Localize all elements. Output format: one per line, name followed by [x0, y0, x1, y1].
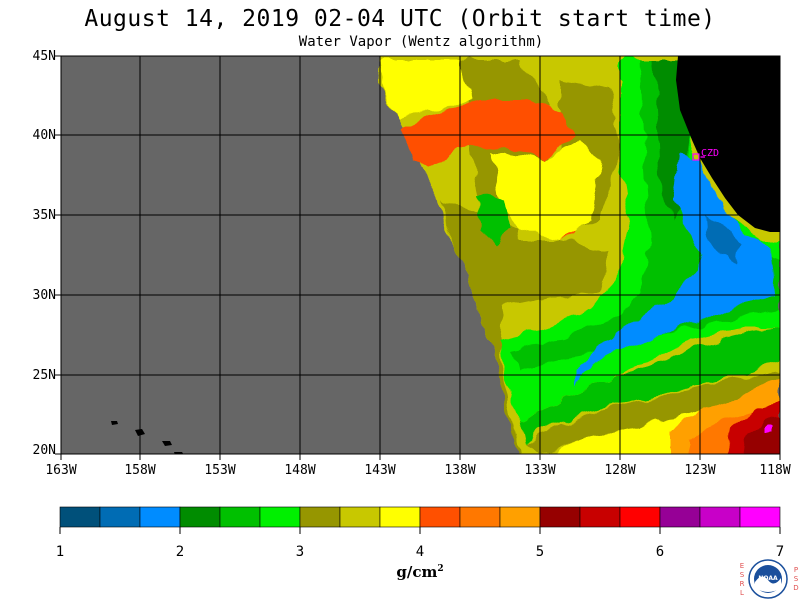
vapor-zone-magenta-fleck	[766, 427, 772, 431]
lon-label-123w: 123W	[684, 463, 716, 478]
logo-letter: P	[793, 566, 799, 574]
lon-label-128w: 128W	[604, 463, 636, 478]
colorbar-label-4: 4	[415, 544, 425, 560]
logo-letter: S	[793, 575, 799, 583]
colorbar-swatch	[539, 506, 581, 528]
colorbar-swatch	[659, 506, 701, 528]
lon-label-153w: 153W	[204, 463, 236, 478]
colorbar-label-7: 7	[775, 544, 785, 560]
colorbar-swatch	[99, 506, 141, 528]
logo-letter: S	[739, 571, 745, 579]
colorbar-ticks	[59, 527, 781, 534]
colorbar-units: g/cm2	[380, 563, 460, 581]
logo-letter: D	[793, 584, 799, 592]
vapor-zone-yellow-north	[380, 60, 470, 120]
colorbar	[59, 506, 781, 528]
colorbar-label-5: 5	[535, 544, 545, 560]
lat-label-45n: 45N	[32, 49, 56, 64]
noaa-emblem-text: NOAA	[758, 575, 778, 582]
colorbar-swatch	[259, 506, 301, 528]
map-title: August 14, 2019 02-04 UTC (Orbit start t…	[84, 6, 716, 32]
lat-lon-grid	[61, 56, 780, 454]
colorbar-swatch	[619, 506, 661, 528]
colorbar-swatch	[219, 506, 261, 528]
lat-label-20n: 20N	[32, 443, 56, 458]
lon-label-118w: 118W	[759, 463, 791, 478]
colorbar-swatch	[499, 506, 541, 528]
lat-label-25n: 25N	[32, 368, 56, 383]
colorbar-label-6: 6	[655, 544, 665, 560]
hawaii-island-kauai	[111, 421, 118, 425]
vapor-zone-deepblue-coast	[705, 215, 740, 265]
lon-label-138w: 138W	[444, 463, 476, 478]
colorbar-swatch	[339, 506, 381, 528]
lon-label-158w: 158W	[124, 463, 156, 478]
colorbar-swatch	[419, 506, 461, 528]
hawaii-island-maui	[162, 441, 172, 446]
lon-label-133w: 133W	[524, 463, 556, 478]
axis-ticks	[55, 55, 781, 460]
units-base: g/cm	[396, 563, 438, 581]
logo-letter: R	[739, 580, 745, 588]
vapor-zone-green-south	[520, 330, 780, 445]
colorbar-swatch	[59, 506, 101, 528]
colorbar-swatch	[699, 506, 741, 528]
vapor-zone-green-coast	[500, 60, 780, 420]
logo-letter: E	[739, 562, 745, 570]
lat-label-30n: 30N	[32, 288, 56, 303]
vapor-zone-olive-south2	[525, 370, 780, 454]
colorbar-label-1: 1	[55, 544, 65, 560]
logo-letters-left: E S R L	[738, 562, 746, 598]
lon-label-143w: 143W	[364, 463, 396, 478]
lat-label-40n: 40N	[32, 128, 56, 143]
colorbar-swatch	[139, 506, 181, 528]
colorbar-swatch	[739, 506, 781, 528]
lon-label-148w: 148W	[284, 463, 316, 478]
lon-label-163w: 163W	[45, 463, 77, 478]
colorbar-swatch	[379, 506, 421, 528]
logo-letters-right: P S D	[792, 566, 800, 593]
north-america-land	[676, 56, 780, 232]
colorbar-label-3: 3	[295, 544, 305, 560]
noaa-esrl-psd-logo: E S R L NOAA P S D	[736, 558, 800, 600]
colorbar-swatch	[459, 506, 501, 528]
vapor-zone-blue-coast	[575, 155, 775, 385]
lat-label-35n: 35N	[32, 208, 56, 223]
station-label-czd: CZD	[701, 148, 719, 159]
colorbar-swatch	[579, 506, 621, 528]
colorbar-label-2: 2	[175, 544, 185, 560]
vapor-zone-green-patch	[478, 195, 510, 245]
units-exponent: 2	[437, 564, 444, 574]
colorbar-swatch	[299, 506, 341, 528]
colorbar-swatch	[179, 506, 221, 528]
noaa-emblem: NOAA	[748, 559, 788, 599]
map-frame	[60, 55, 781, 455]
logo-letter: L	[740, 589, 744, 597]
map-subtitle: Water Vapor (Wentz algorithm)	[298, 34, 544, 50]
